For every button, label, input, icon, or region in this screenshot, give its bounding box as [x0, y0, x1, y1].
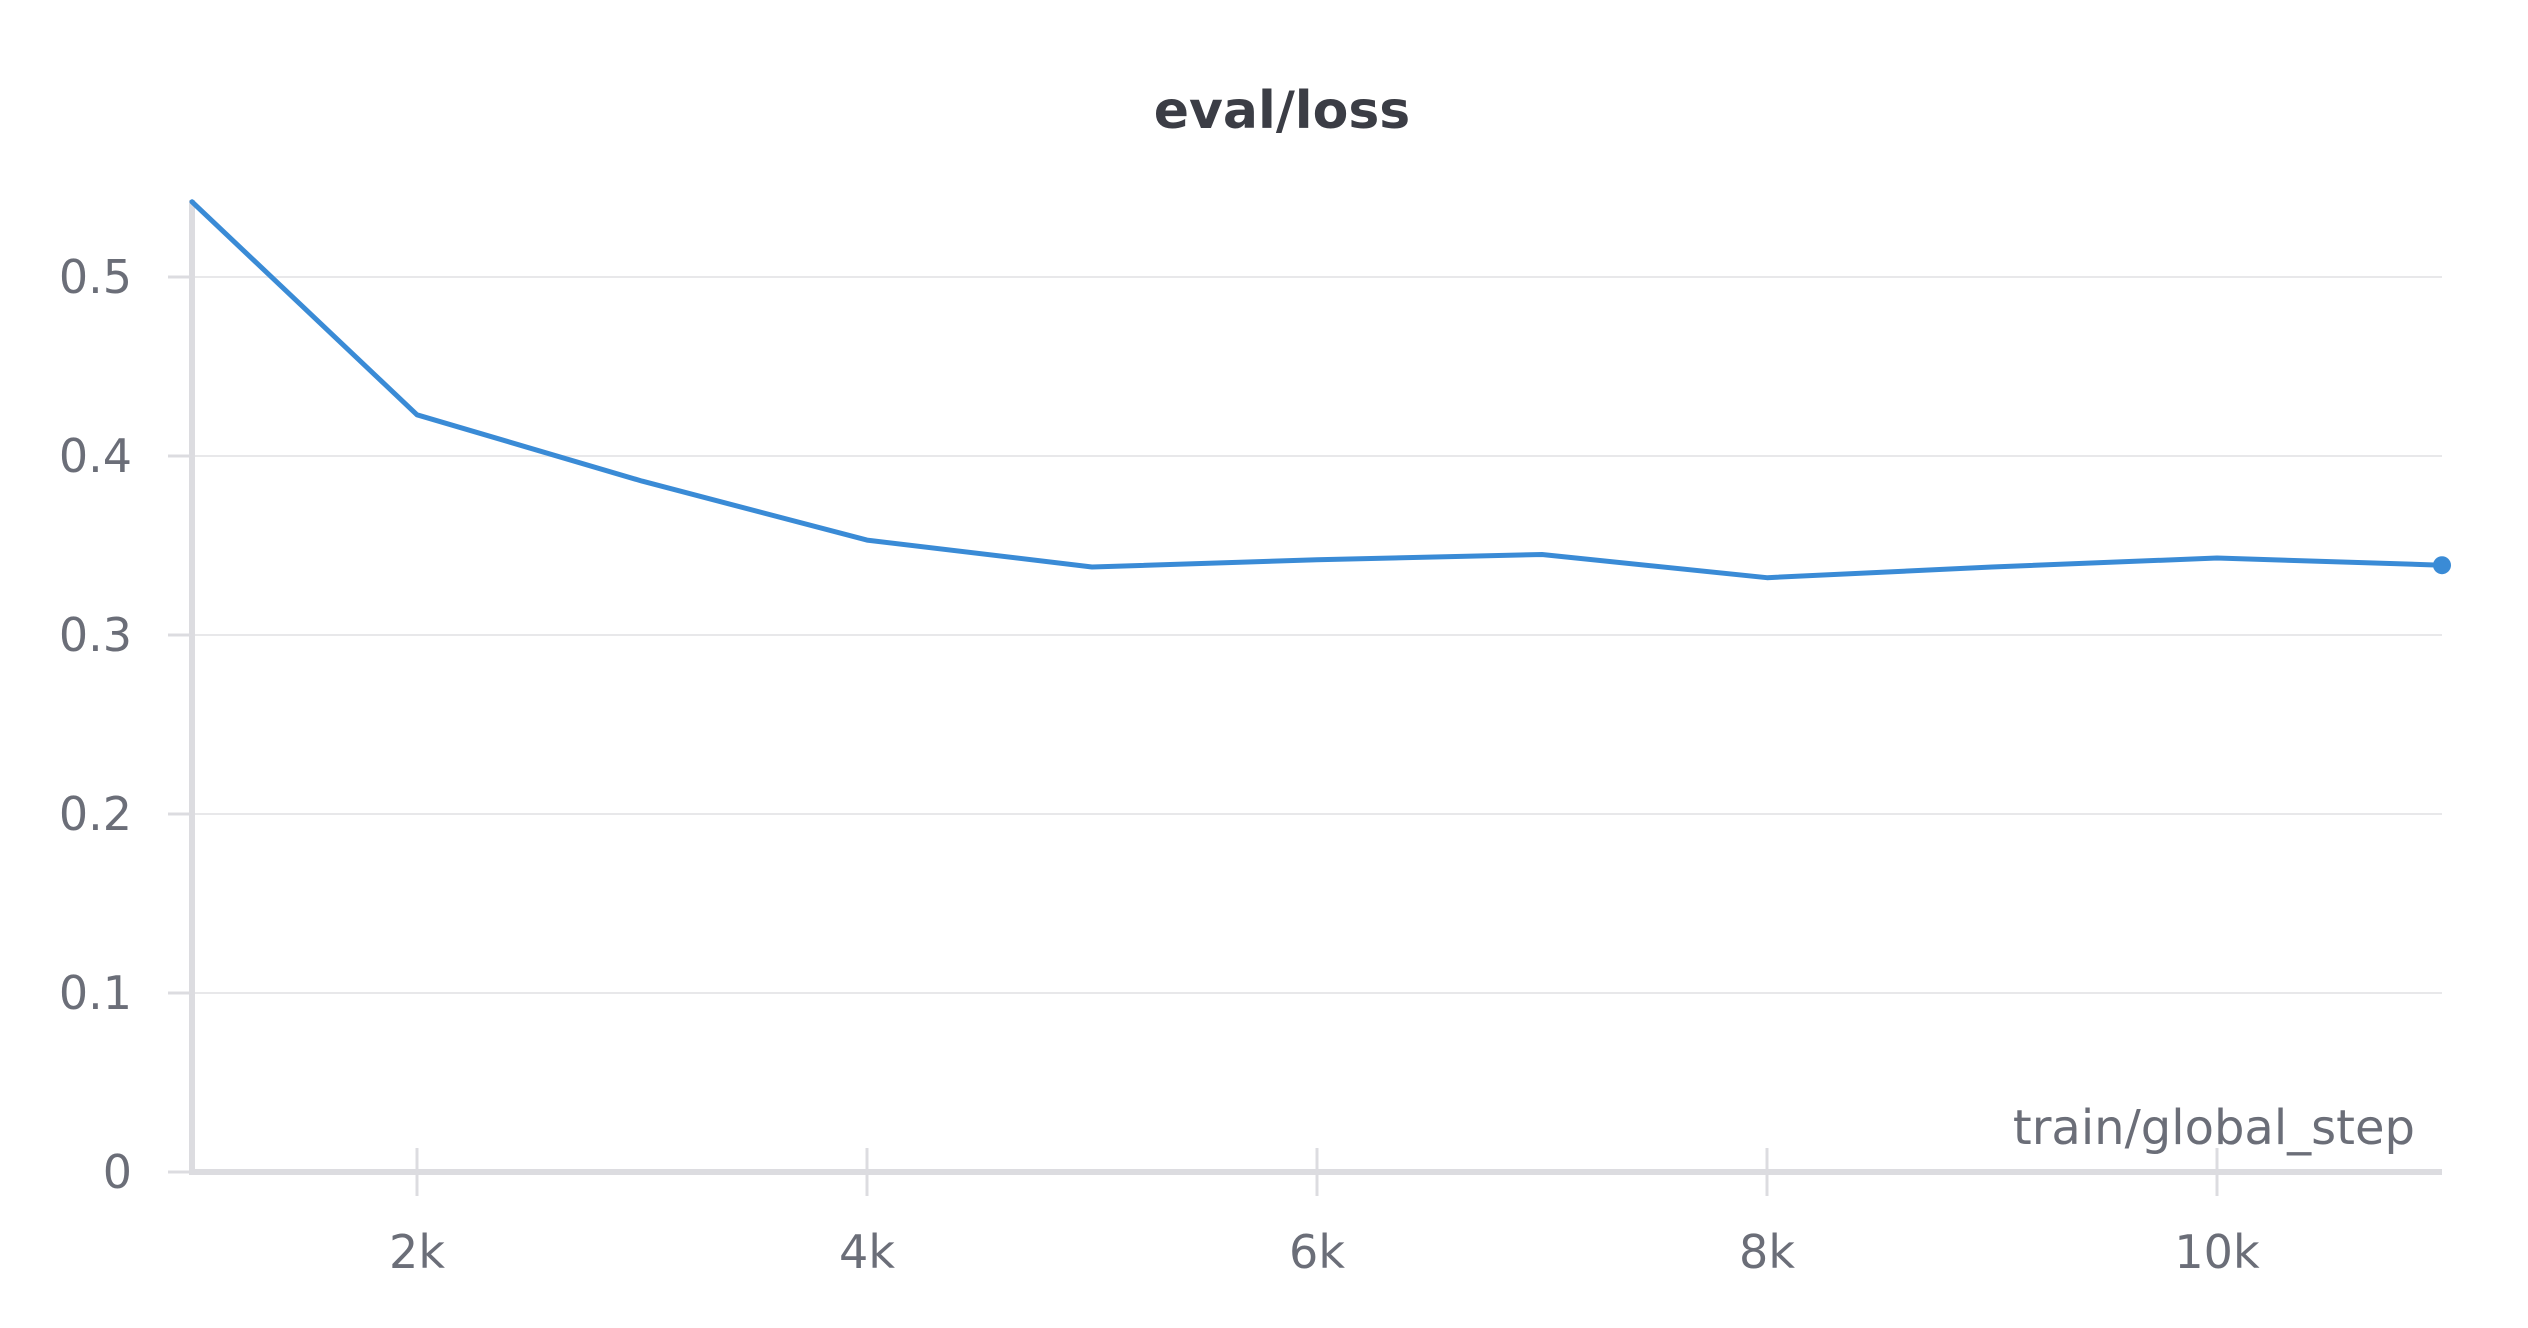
- y-tick-label: 0.4: [59, 429, 132, 483]
- x-axis-label: train/global_step: [2013, 1100, 2415, 1156]
- y-tick-label: 0.1: [59, 966, 132, 1020]
- data-point: [862, 535, 872, 545]
- data-point: [1537, 549, 1547, 559]
- data-point: [187, 197, 197, 207]
- x-tick-label: 10k: [2174, 1225, 2260, 1279]
- y-tick-label: 0.5: [59, 250, 132, 304]
- y-tick-label: 0: [103, 1145, 132, 1199]
- x-tick-label: 6k: [1289, 1225, 1345, 1279]
- data-point: [1762, 573, 1772, 583]
- x-tick-label: 4k: [839, 1225, 895, 1279]
- data-point: [2212, 553, 2222, 563]
- data-point: [412, 410, 422, 420]
- data-point: [1087, 562, 1097, 572]
- data-point: [1987, 562, 1997, 572]
- axes-layer: [168, 200, 2442, 1196]
- x-tick-label: 8k: [1739, 1225, 1795, 1279]
- y-tick-label: 0.3: [59, 608, 132, 662]
- x-tick-label: 2k: [389, 1225, 445, 1279]
- grid-layer: [192, 276, 2442, 994]
- label-layer: eval/loss train/global_step 0 0.1 0.2 0.3 0.…: [59, 81, 2415, 1279]
- data-point: [1312, 555, 1322, 565]
- data-point: [637, 476, 647, 486]
- y-tick-label: 0.2: [59, 787, 132, 841]
- series-layer: [187, 197, 2451, 583]
- loss-series-line: [189, 199, 2445, 581]
- last-point-marker: [2433, 556, 2451, 575]
- chart-title: eval/loss: [1154, 81, 1411, 141]
